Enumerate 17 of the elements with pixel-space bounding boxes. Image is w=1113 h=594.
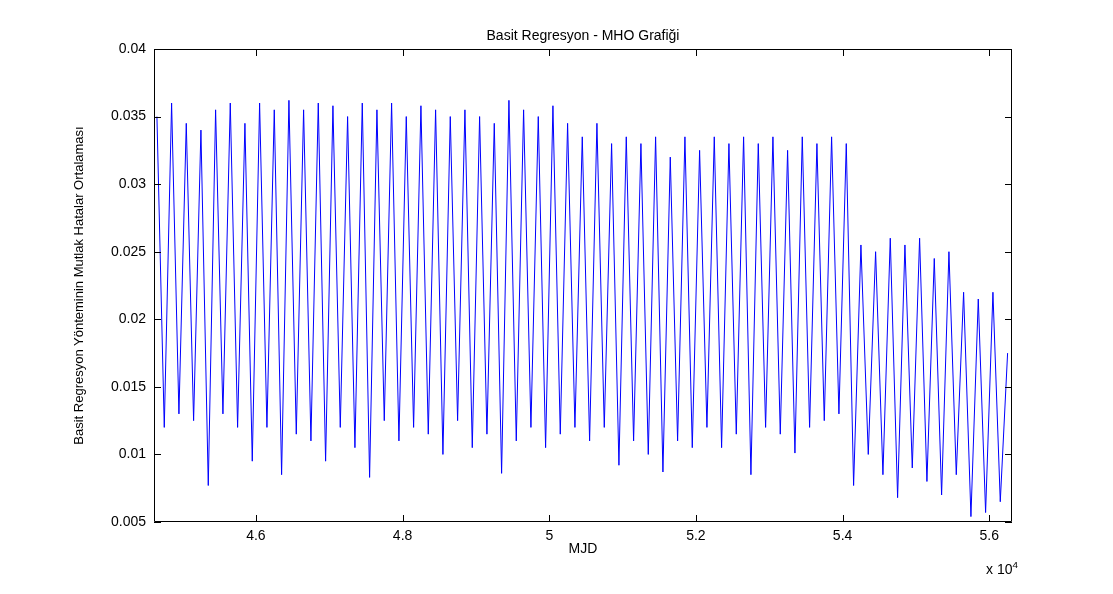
y-tick-label: 0.02 bbox=[118, 310, 147, 327]
x-tick-label: 4.8 bbox=[392, 527, 413, 544]
y-tick-label: 0.025 bbox=[110, 242, 147, 259]
y-tick-label: 0.01 bbox=[118, 445, 147, 462]
y-tick-label: 0.04 bbox=[118, 39, 147, 56]
y-tick-label: 0.03 bbox=[118, 175, 147, 191]
x-axis-title: MJD bbox=[568, 540, 598, 557]
chart-title: Basit Regresyon - MHO Grafiği bbox=[486, 26, 680, 43]
x-tick-label: 4.6 bbox=[246, 527, 266, 544]
x-tick-label: 5.6 bbox=[979, 527, 1000, 544]
y-tick-label: 0.015 bbox=[110, 377, 147, 394]
x-tick-label: 5 bbox=[545, 527, 554, 544]
x-tick-label: 5.2 bbox=[686, 527, 706, 544]
x-tick-label: 5.4 bbox=[832, 527, 853, 544]
y-axis-title: Basit Regresyon Yönteminin Mutlak Hatalar Ortalaması bbox=[71, 126, 87, 445]
y-tick-label: 0.005 bbox=[110, 512, 147, 529]
y-tick-label: 0.035 bbox=[110, 107, 147, 124]
